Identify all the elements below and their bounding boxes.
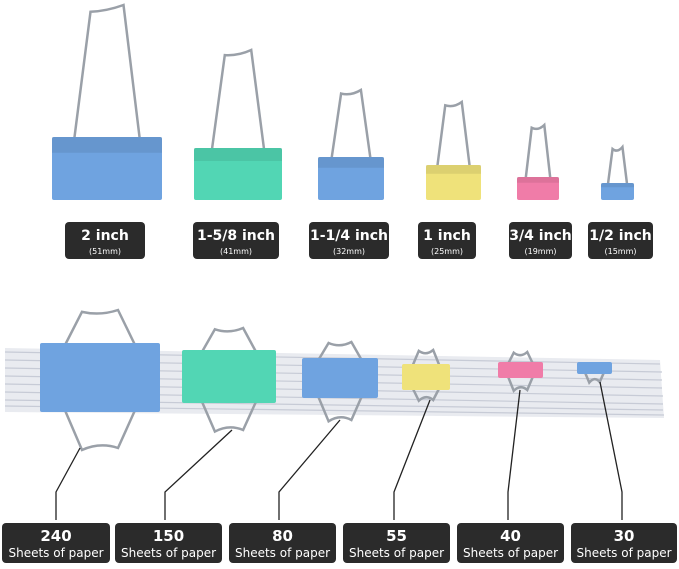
clip-handle bbox=[316, 393, 364, 424]
clip-handle bbox=[72, 3, 142, 142]
size-label-box bbox=[418, 222, 476, 259]
size-label: 2 inch bbox=[81, 228, 129, 244]
clip-body bbox=[577, 362, 612, 374]
clip-body bbox=[498, 362, 543, 378]
capacity-box bbox=[343, 523, 450, 563]
leader-line bbox=[55, 447, 81, 520]
size-label: 1 inch bbox=[423, 228, 471, 244]
clip-body bbox=[426, 165, 481, 200]
clip-body bbox=[40, 343, 160, 412]
leader-line bbox=[599, 381, 623, 520]
clip-shade bbox=[318, 157, 384, 168]
clip-handle bbox=[524, 122, 552, 182]
size-label: 1-1/4 inch bbox=[310, 228, 388, 244]
sheet-unit: Sheets of paper bbox=[463, 546, 558, 560]
size-label: 1-5/8 inch bbox=[197, 228, 275, 244]
clip-handle bbox=[316, 340, 364, 363]
clip-body bbox=[302, 358, 378, 398]
clip-handle bbox=[329, 87, 373, 162]
clip-shade bbox=[601, 183, 634, 188]
capacity-box bbox=[571, 523, 677, 563]
size-label-box bbox=[193, 222, 279, 259]
size-metric: (51mm) bbox=[89, 247, 121, 256]
clip-body bbox=[517, 177, 559, 200]
clip-handle bbox=[62, 308, 138, 348]
clip-body bbox=[194, 148, 282, 200]
leader-line bbox=[278, 419, 341, 520]
clip-handle bbox=[505, 373, 536, 394]
clip-handle bbox=[199, 326, 259, 355]
size-label: 3/4 inch bbox=[509, 228, 572, 244]
sheet-count: 40 bbox=[500, 527, 521, 545]
clip-shade bbox=[426, 165, 481, 174]
clip-shade bbox=[194, 148, 282, 161]
clip-body bbox=[52, 137, 162, 200]
size-metric: (32mm) bbox=[333, 247, 365, 256]
size-metric: (41mm) bbox=[220, 247, 252, 256]
sheet-unit: Sheets of paper bbox=[349, 546, 444, 560]
sheet-unit: Sheets of paper bbox=[235, 546, 330, 560]
sheet-unit: Sheets of paper bbox=[121, 546, 216, 560]
clip-body bbox=[601, 183, 634, 200]
capacity-box bbox=[229, 523, 336, 563]
clip-handle bbox=[505, 349, 536, 367]
size-metric: (19mm) bbox=[524, 247, 556, 256]
sheet-unit: Sheets of paper bbox=[8, 546, 103, 560]
clip-shade bbox=[517, 177, 559, 183]
clip-body bbox=[318, 157, 384, 200]
capacity-box bbox=[2, 523, 110, 563]
capacity-box bbox=[457, 523, 564, 563]
clip-handle bbox=[410, 385, 442, 403]
clip-handle bbox=[606, 143, 629, 188]
size-label-box bbox=[588, 222, 653, 259]
leader-line bbox=[164, 429, 233, 520]
size-label-box bbox=[309, 222, 389, 259]
size-metric: (25mm) bbox=[431, 247, 463, 256]
clip-body bbox=[402, 364, 450, 390]
leader-line bbox=[507, 389, 521, 520]
clip-handle bbox=[435, 99, 472, 170]
sheet-unit: Sheets of paper bbox=[576, 546, 671, 560]
capacity-box bbox=[115, 523, 222, 563]
clip-body bbox=[182, 350, 276, 403]
clip-handle bbox=[582, 369, 607, 386]
clip-handle bbox=[62, 407, 138, 452]
clip-handle bbox=[210, 48, 266, 153]
clip-shade bbox=[52, 137, 162, 153]
sheet-count: 150 bbox=[153, 527, 184, 545]
size-label: 1/2 inch bbox=[589, 228, 652, 244]
clip-handle bbox=[199, 398, 259, 434]
size-label-box bbox=[509, 222, 572, 259]
clip-handle bbox=[410, 347, 442, 369]
sheet-count: 240 bbox=[40, 527, 71, 545]
sheet-count: 55 bbox=[386, 527, 407, 545]
sheet-count: 80 bbox=[272, 527, 293, 545]
sheet-count: 30 bbox=[614, 527, 635, 545]
size-label-box bbox=[65, 222, 145, 259]
leader-line bbox=[393, 399, 431, 520]
size-metric: (15mm) bbox=[604, 247, 636, 256]
